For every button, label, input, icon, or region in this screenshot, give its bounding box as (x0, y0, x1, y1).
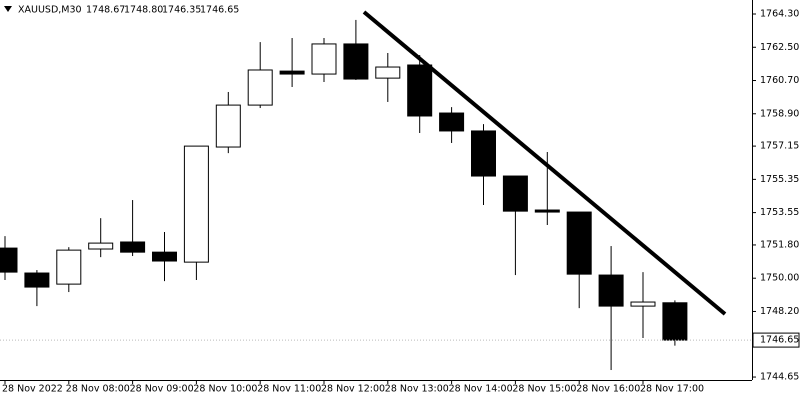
bear-body (343, 43, 369, 80)
x-tick-label: 28 Nov 08:00 (66, 384, 130, 395)
y-tick-label: 1753.55 (760, 207, 799, 218)
x-tick-label: 28 Nov 14:00 (449, 384, 513, 395)
header-value: 1748.67 (86, 5, 125, 16)
y-tick-label: 1751.80 (760, 239, 799, 250)
bear-body (279, 70, 305, 75)
bear-body (471, 130, 496, 177)
x-tick-label: 28 Nov 2022 (2, 384, 63, 395)
header-value: 1748.80 (124, 5, 163, 16)
y-tick-label: 1758.90 (760, 108, 799, 119)
x-tick-label: 28 Nov 09:00 (130, 384, 194, 395)
bear-body (0, 247, 18, 273)
bear-body (152, 251, 177, 262)
x-tick-label: 28 Nov 11:00 (257, 384, 321, 395)
x-tick-label: 28 Nov 15:00 (512, 384, 576, 395)
header-value: 1746.35 (162, 5, 201, 16)
y-tick-label: 1757.15 (760, 141, 799, 152)
bull-body (215, 104, 241, 148)
bear-body (407, 64, 433, 117)
x-tick-label: 28 Nov 17:00 (640, 384, 704, 395)
bear-body (439, 112, 465, 132)
x-tick-label: 28 Nov 10:00 (193, 384, 257, 395)
x-tick-label: 28 Nov 12:00 (321, 384, 385, 395)
bull-body (88, 242, 114, 250)
last-price-box (752, 332, 800, 348)
bear-body (598, 274, 624, 307)
symbol: XAUUSD,M30 (18, 5, 82, 16)
y-tick-label: 1755.35 (760, 174, 799, 185)
y-tick-label: 1750.00 (760, 273, 799, 284)
bull-body (375, 66, 401, 79)
y-tick-label: 1748.20 (760, 306, 799, 317)
bear-body (662, 302, 688, 341)
menu-arrow[interactable] (4, 6, 12, 12)
last-price-label: 1746.65 (760, 335, 799, 346)
bear-body (534, 209, 560, 213)
bear-body (120, 241, 146, 253)
bear-body (24, 272, 50, 288)
bear-body (566, 211, 592, 275)
y-tick-label: 1744.65 (760, 372, 799, 383)
trend-line[interactable] (362, 10, 727, 316)
bear-body (502, 175, 528, 212)
y-tick-label: 1764.30 (760, 9, 799, 20)
x-tick-label: 28 Nov 16:00 (576, 384, 640, 395)
bull-body (311, 43, 337, 75)
header-value: 1746.65 (200, 5, 239, 16)
bull-body (247, 69, 273, 106)
y-tick-label: 1760.70 (760, 75, 799, 86)
bull-body (183, 145, 209, 263)
bull-body (630, 301, 656, 307)
bull-body (56, 249, 82, 285)
y-tick-label: 1762.50 (760, 42, 799, 53)
x-tick-label: 28 Nov 13:00 (385, 384, 449, 395)
